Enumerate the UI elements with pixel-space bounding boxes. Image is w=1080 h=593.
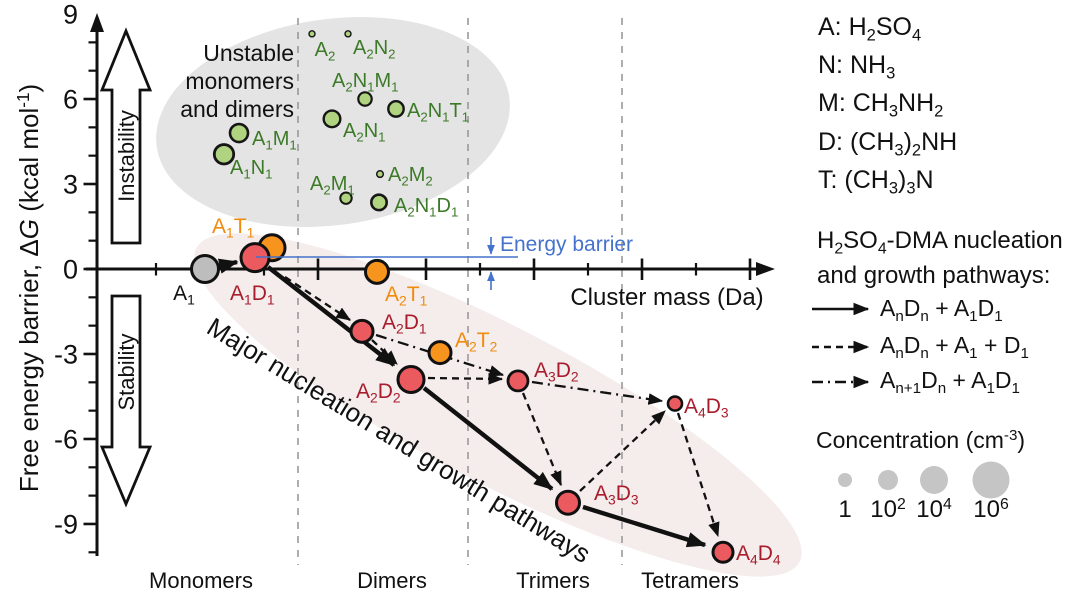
point-A1N1 xyxy=(212,143,236,166)
y-tick-label: -6 xyxy=(54,424,78,454)
arrow-dashed-A1D1-A2D1 xyxy=(284,276,351,321)
label-A1M1: A1M1 xyxy=(252,128,297,152)
label-A1T1: A1T1 xyxy=(212,215,255,241)
legend-pathways-title-line2: and growth pathways: xyxy=(817,262,1050,289)
y-tick-label: -3 xyxy=(54,339,78,369)
label-A2M1: A2M1 xyxy=(310,173,355,197)
label-A3D2: A3D2 xyxy=(534,359,579,385)
category-trimers: Trimers xyxy=(516,568,590,593)
unstable-caption-line3: and dimers xyxy=(180,96,294,122)
stability-arrow xyxy=(99,294,153,508)
legend-species-4: D: (CH3)2NH xyxy=(818,128,957,160)
point-A4D3 xyxy=(666,395,684,412)
label-A2T1: A2T1 xyxy=(385,283,428,309)
label-A1D1: A1D1 xyxy=(230,282,275,308)
point-A2T1 xyxy=(364,258,390,285)
y-tick-label: -9 xyxy=(54,509,78,539)
legend-species-3: M: CH3NH2 xyxy=(818,89,943,121)
label-A4D4: A4D4 xyxy=(736,542,781,568)
point-A3D2 xyxy=(506,369,530,393)
legend-concentration-title: Concentration (cm-3) xyxy=(816,427,1025,453)
legend-species-2: N: NH3 xyxy=(818,51,895,83)
arrow-solid-A1D1-A2D2 xyxy=(266,265,396,367)
point-A2M1 xyxy=(339,191,353,205)
point-A2N1M1 xyxy=(357,91,373,107)
concentration-circle-2 xyxy=(878,470,898,490)
point-A1M1 xyxy=(228,122,250,144)
label-A2N2: A2N2 xyxy=(353,37,395,61)
x-axis-arrowhead xyxy=(756,262,775,276)
arrow-dashed-A2D1-A2D2 xyxy=(371,339,398,365)
point-A2T2 xyxy=(427,340,453,366)
label-A2: A2 xyxy=(315,39,336,63)
concentration-circle-4 xyxy=(972,461,1010,499)
category-dimers: Dimers xyxy=(357,568,427,593)
y-tick-label: 6 xyxy=(63,85,78,115)
point-A2N1D1 xyxy=(369,193,388,212)
point-A2N1 xyxy=(322,109,342,129)
legend-species-1: A: H2SO4 xyxy=(818,13,921,45)
category-tetramers: Tetramers xyxy=(641,568,739,593)
point-A4D4 xyxy=(711,540,735,564)
point-A3D3 xyxy=(555,489,581,516)
arrow-dashed-A2D2-A3D2 xyxy=(427,372,504,385)
concentration-label-3: 104 xyxy=(916,496,952,523)
arrow-solid-A2D2-A3D3 xyxy=(422,386,554,491)
y-tick-label: 0 xyxy=(63,255,78,285)
y-tick-label: 9 xyxy=(63,0,78,30)
label-A2D2: A2D2 xyxy=(356,380,401,406)
label-A1N1: A1N1 xyxy=(230,157,272,181)
y-axis-title: Free energy barrier, ΔG (kcal mol-1) xyxy=(13,84,44,492)
concentration-circle-1 xyxy=(838,473,852,487)
arrow-solid-A3D3-A4D4 xyxy=(582,504,707,548)
label-A2D1: A2D1 xyxy=(382,311,427,337)
x-axis-title: Cluster mass (Da) xyxy=(570,284,763,311)
point-A1 xyxy=(190,254,220,284)
concentration-circle-3 xyxy=(920,466,948,494)
energy-barrier-label: Energy barrier xyxy=(500,233,633,256)
concentration-label-2: 102 xyxy=(870,496,906,523)
arrow-dashed-A3D2-A3D3 xyxy=(521,392,563,487)
legend-pathway-formula-3: An+1Dn + A1D1 xyxy=(880,367,1020,397)
category-monomers: Monomers xyxy=(149,568,253,593)
arrow-dashdot-A3D2-A4D3 xyxy=(531,380,664,405)
label-A2N1T1: A2N1T1 xyxy=(407,100,469,124)
legend-pathway-formula-1: AnDn + A1D1 xyxy=(880,295,1003,325)
instability-arrow xyxy=(99,27,153,245)
stability-label: Stability xyxy=(114,333,139,410)
unstable-caption-line2: monomers xyxy=(185,68,294,94)
point-A2M2 xyxy=(375,170,385,179)
instability-label: Instability xyxy=(114,110,139,202)
point-A2D2 xyxy=(396,364,426,394)
y-tick-label: 3 xyxy=(63,170,78,200)
arrow-dashed-A4D3-A4D4 xyxy=(676,412,720,538)
point-A2D1 xyxy=(349,318,375,344)
axes: -9 -6 -3 0 3 6 9 xyxy=(54,0,775,556)
label-A2N1: A2N1 xyxy=(343,120,385,144)
label-A2N1D1: A2N1D1 xyxy=(394,195,458,219)
label-A1: A1 xyxy=(173,282,195,308)
legend-pathways-title-line1: H2SO4-DMA nucleation xyxy=(817,227,1063,257)
legend-species-5: T: (CH3)3N xyxy=(818,166,934,198)
y-axis-arrowhead xyxy=(90,13,104,32)
label-A2M2: A2M2 xyxy=(388,164,433,188)
label-A3D3: A3D3 xyxy=(594,482,639,508)
label-A2T2: A2T2 xyxy=(455,329,498,355)
point-A2N2 xyxy=(344,30,352,38)
label-A2N1M1: A2N1M1 xyxy=(332,70,399,94)
concentration-label-4: 106 xyxy=(973,496,1009,523)
point-A2N1T1 xyxy=(387,100,405,118)
point-A2 xyxy=(308,30,316,38)
arrow-dashed-A3D3-A4D3 xyxy=(579,410,666,492)
legend-pathway-formula-2: AnDn + A1 + D1 xyxy=(880,332,1029,362)
unstable-caption-line1: Unstable xyxy=(203,40,294,66)
concentration-label-1: 1 xyxy=(838,496,851,523)
label-A4D3: A4D3 xyxy=(684,395,729,421)
